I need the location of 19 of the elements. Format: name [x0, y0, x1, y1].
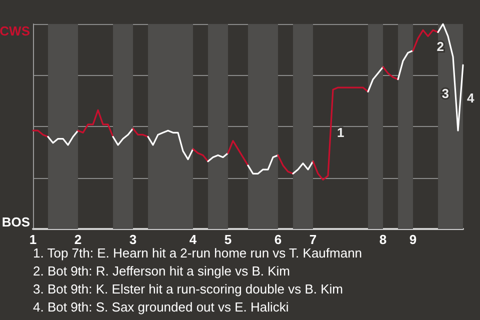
x-tick-label: 5 [224, 232, 232, 247]
text: 4. Bot 9th: S. Sax grounded out vs E. Halicki [33, 300, 289, 314]
x-tick-label: 7 [309, 232, 317, 247]
x-tick-label: 4 [189, 232, 198, 247]
x-tick-label: 8 [379, 232, 387, 247]
text: 1. Top 7th: E. Hearn hit a 2-run home run vs T. Kaufmann [33, 246, 362, 260]
x-tick-label: 6 [274, 232, 282, 247]
text: 4 [467, 90, 475, 106]
x-tick-label: 1 [29, 232, 37, 247]
text: CWS [0, 24, 30, 38]
annotation: 3 [442, 86, 449, 102]
x-tick-label: 9 [409, 232, 417, 247]
text: 2. Bot 9th: R. Jefferson hit a single vs B. Kim [33, 264, 290, 278]
annotation: 2 [436, 39, 444, 54]
text: BOS [2, 214, 30, 230]
x-tick-label: 2 [74, 232, 82, 247]
annotation: 1 [337, 125, 344, 140]
x-tick-label: 3 [129, 232, 137, 247]
text: 3. Bot 9th: K. Elster hit a run-scoring double vs B. Kim [33, 282, 343, 296]
